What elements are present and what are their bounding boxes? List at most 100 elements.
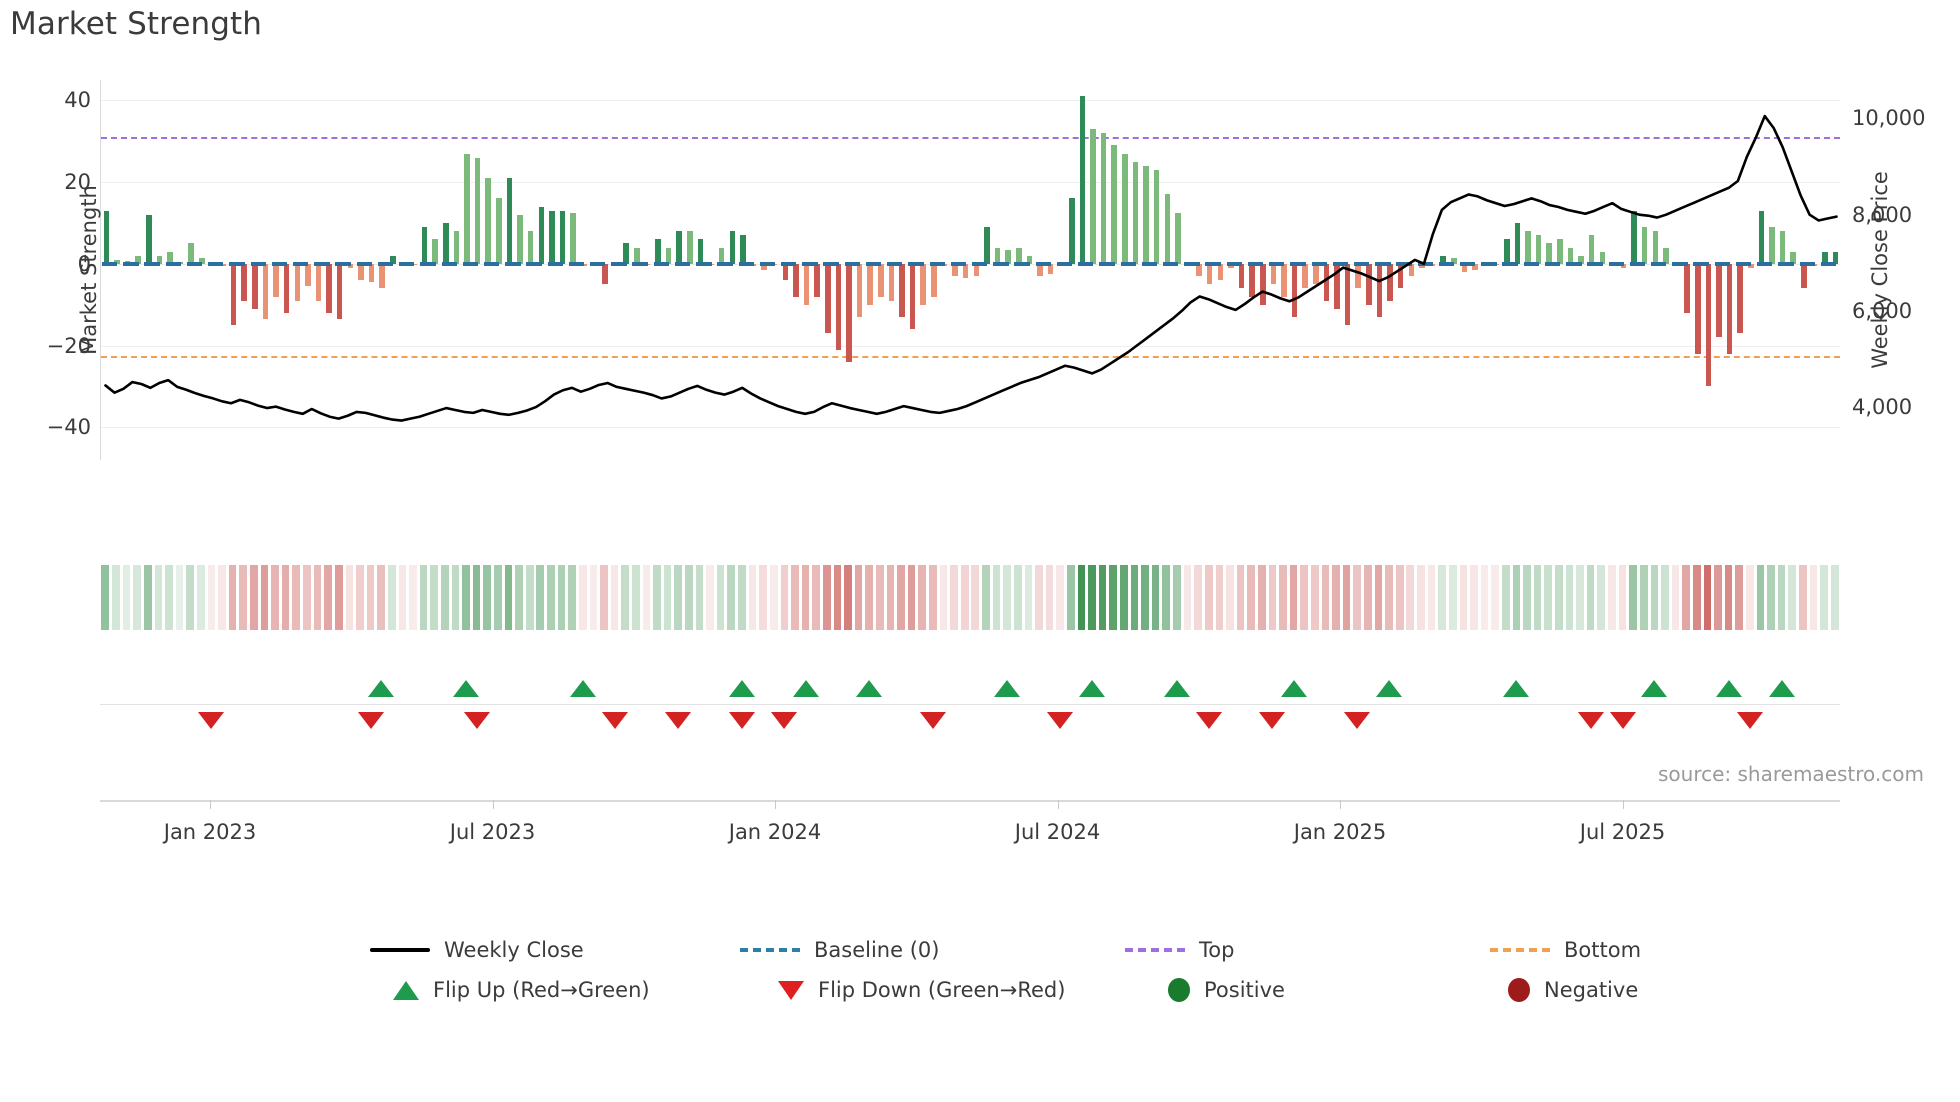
heat-cell [196, 565, 205, 630]
flip-down-marker [1344, 712, 1371, 729]
strength-bar [634, 247, 640, 264]
baseline-segment [1226, 261, 1242, 266]
strength-bar [1440, 255, 1446, 264]
strength-bar [1005, 249, 1011, 264]
heat-cell [1777, 565, 1786, 630]
flip-up-marker [1163, 680, 1190, 697]
flip-down-marker [665, 712, 692, 729]
strength-bar [1366, 263, 1372, 305]
strength-bar [994, 247, 1001, 264]
strength-bar [1716, 263, 1722, 338]
baseline-segment [1417, 261, 1433, 266]
strength-bar [920, 263, 926, 305]
heat-cell [377, 565, 385, 630]
heat-cell [430, 565, 438, 630]
heat-cell [1586, 565, 1595, 630]
flip-axis-line [100, 704, 1840, 706]
flip-down-marker [1736, 712, 1763, 729]
bottom-threshold-line [101, 355, 1840, 358]
heat-cell [929, 565, 937, 630]
y-axis-left-tick: −40 [46, 415, 91, 440]
heat-cell [515, 565, 523, 630]
baseline-segment [1544, 261, 1561, 266]
baseline-segment [865, 261, 882, 266]
baseline-segment [1460, 261, 1476, 266]
heat-cell [101, 565, 110, 630]
heat-cell [313, 565, 322, 630]
legend-item[interactable]: Positive [1150, 978, 1285, 1002]
strength-bar [962, 263, 969, 279]
heat-cell [1045, 565, 1054, 630]
strength-bar [973, 263, 980, 277]
strength-bar [1344, 263, 1351, 326]
heat-cell [1109, 565, 1118, 630]
strength-bar [1355, 263, 1361, 289]
heat-cell [1342, 565, 1351, 630]
baseline-segment [653, 261, 670, 266]
strength-bar [506, 178, 513, 264]
heat-cell [1830, 565, 1839, 630]
strength-bar [1238, 263, 1245, 289]
heat-cell [483, 565, 492, 630]
heat-cell [568, 565, 576, 630]
baseline-segment [1396, 261, 1412, 266]
strength-bar [1705, 263, 1712, 387]
heat-cell [1353, 565, 1362, 630]
strength-bar [273, 263, 279, 297]
legend-item[interactable]: Flip Down (Green→Red) [760, 978, 1065, 1002]
heat-cell [1555, 565, 1563, 630]
legend-item-label: Baseline (0) [814, 938, 940, 962]
heat-cell [1491, 565, 1499, 630]
heat-cell [281, 565, 290, 630]
heat-cell [1098, 565, 1107, 630]
heat-cell [621, 565, 629, 630]
legend-item[interactable]: Baseline (0) [740, 938, 939, 962]
heat-cell [122, 565, 131, 630]
y-axis-left-tick: 0 [77, 251, 91, 276]
legend-item[interactable]: Weekly Close [370, 938, 584, 962]
strength-bar [294, 263, 301, 301]
heat-cell [1671, 565, 1680, 630]
baseline-segment [356, 261, 372, 266]
legend-item-label: Positive [1204, 978, 1285, 1002]
heat-cell [1120, 565, 1128, 630]
legend-item[interactable]: Negative [1490, 978, 1638, 1002]
baseline-segment [1035, 261, 1052, 266]
strength-bar [1578, 255, 1584, 264]
legend-item-label: Bottom [1564, 938, 1642, 962]
x-axis-line [100, 800, 1840, 802]
heat-cell [844, 565, 852, 630]
strength-bar [1069, 198, 1075, 264]
strength-bar [1037, 263, 1043, 277]
baseline-segment [144, 261, 160, 266]
flip-up-marker [1280, 680, 1307, 697]
legend-item[interactable]: Flip Up (Red→Green) [375, 978, 650, 1002]
flip-up-marker [1079, 680, 1105, 697]
baseline-segment [399, 261, 415, 266]
x-axis-tick-label: Jul 2025 [1579, 820, 1666, 844]
strength-bar [1376, 263, 1383, 317]
y-axis-left-tick: 40 [64, 88, 91, 113]
strength-bar [1143, 165, 1149, 264]
baseline-segment [1311, 261, 1327, 266]
heat-cell [1724, 565, 1733, 630]
strength-bar [453, 231, 460, 264]
strength-bar [241, 263, 247, 301]
baseline-segment [1120, 261, 1136, 266]
strength-bar [909, 263, 916, 330]
legend-item[interactable]: Top [1125, 938, 1234, 962]
heat-cell [1799, 565, 1807, 630]
heat-cell [822, 565, 831, 630]
strength-bar [1281, 263, 1287, 297]
legend-item[interactable]: Bottom [1490, 938, 1641, 962]
heat-cell [303, 565, 311, 630]
baseline-segment [102, 261, 118, 266]
baseline-segment [1141, 261, 1158, 266]
baseline-segment [1162, 261, 1179, 266]
heat-cell [547, 565, 555, 630]
strength-heat-strip [100, 565, 1840, 630]
page-title: Market Strength [10, 6, 263, 42]
strength-bar [878, 263, 884, 297]
heat-cell [1268, 565, 1277, 630]
baseline-segment [1778, 261, 1794, 266]
